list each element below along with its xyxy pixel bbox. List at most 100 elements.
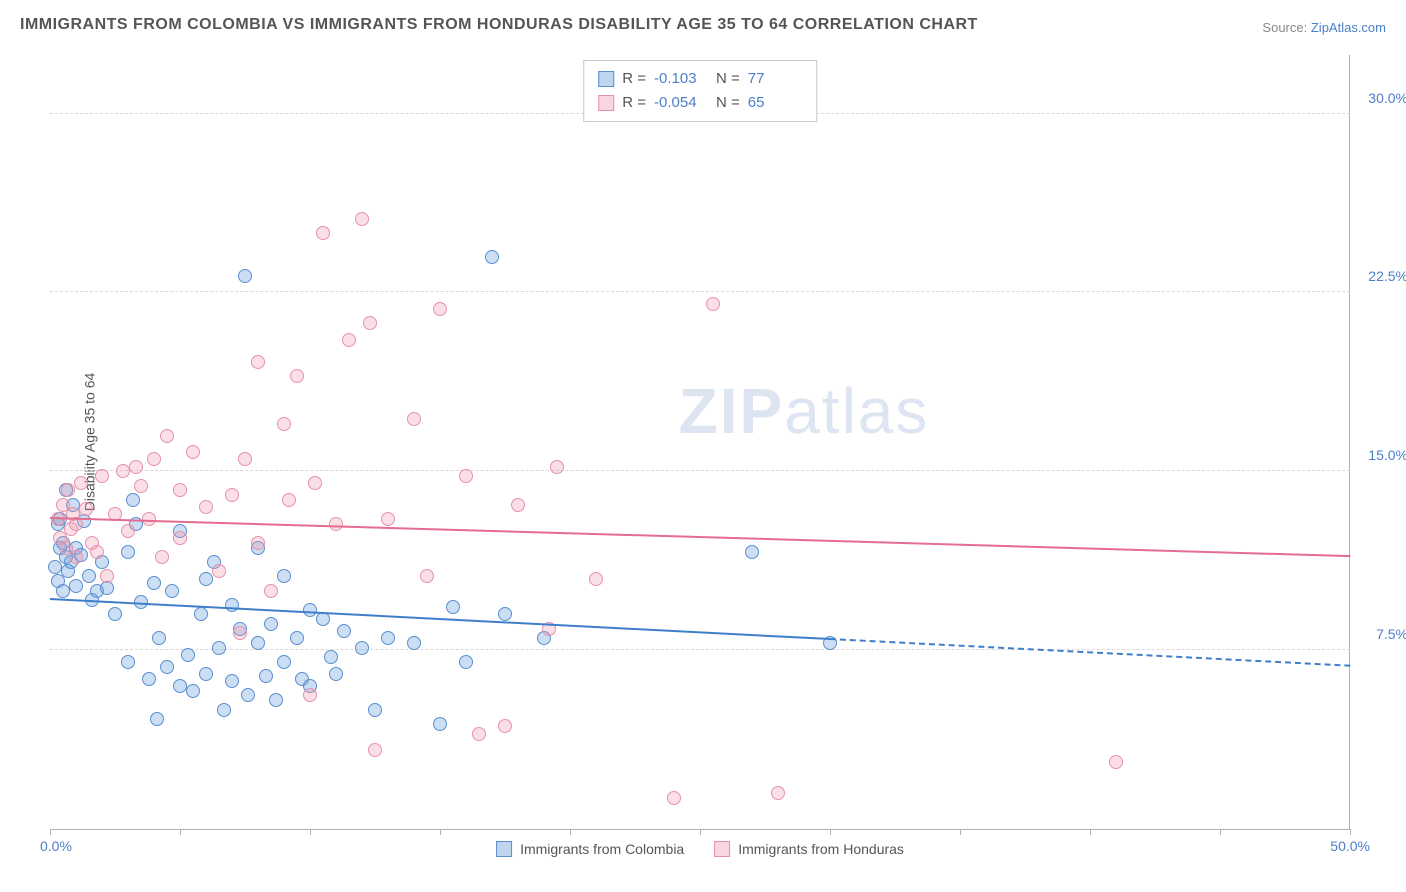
watermark: ZIPatlas: [679, 374, 930, 448]
data-point: [277, 569, 291, 583]
data-point: [381, 631, 395, 645]
data-point: [407, 412, 421, 426]
data-point: [212, 564, 226, 578]
source-link[interactable]: ZipAtlas.com: [1311, 20, 1386, 35]
data-point: [134, 479, 148, 493]
data-point: [225, 598, 239, 612]
data-point: [194, 607, 208, 621]
data-point: [56, 584, 70, 598]
data-point: [498, 719, 512, 733]
data-point: [550, 460, 564, 474]
data-point: [199, 500, 213, 514]
data-point: [277, 417, 291, 431]
grid-line: [50, 291, 1350, 292]
data-point: [308, 476, 322, 490]
data-point: [108, 607, 122, 621]
data-point: [446, 600, 460, 614]
r-value-honduras: -0.054: [654, 91, 708, 115]
data-point: [290, 631, 304, 645]
data-point: [342, 333, 356, 347]
y-tick-label: 15.0%: [1368, 447, 1406, 463]
source-label: Source:: [1262, 20, 1307, 35]
data-point: [459, 655, 473, 669]
n-label: N =: [716, 67, 740, 91]
data-point: [472, 727, 486, 741]
data-point: [324, 650, 338, 664]
legend-item-colombia: Immigrants from Colombia: [496, 841, 684, 857]
data-point: [199, 572, 213, 586]
data-point: [142, 672, 156, 686]
x-tick: [1350, 829, 1351, 835]
data-point: [277, 655, 291, 669]
data-point: [100, 581, 114, 595]
data-point: [355, 641, 369, 655]
data-point: [155, 550, 169, 564]
data-point: [329, 667, 343, 681]
x-tick: [1090, 829, 1091, 835]
grid-line: [50, 470, 1350, 471]
data-point: [186, 684, 200, 698]
data-point: [706, 297, 720, 311]
data-point: [147, 452, 161, 466]
data-point: [173, 679, 187, 693]
legend-item-honduras: Immigrants from Honduras: [714, 841, 904, 857]
data-point: [355, 212, 369, 226]
data-point: [498, 607, 512, 621]
x-tick: [570, 829, 571, 835]
x-tick: [50, 829, 51, 835]
data-point: [259, 669, 273, 683]
data-point: [160, 660, 174, 674]
data-point: [368, 703, 382, 717]
data-point: [181, 648, 195, 662]
y-tick-label: 30.0%: [1368, 90, 1406, 106]
data-point: [337, 624, 351, 638]
correlation-legend: R = -0.103 N = 77 R = -0.054 N = 65: [583, 60, 817, 122]
x-tick: [700, 829, 701, 835]
data-point: [368, 743, 382, 757]
data-point: [282, 493, 296, 507]
data-point: [160, 429, 174, 443]
data-point: [121, 655, 135, 669]
x-axis-max-label: 50.0%: [1330, 838, 1370, 854]
data-point: [225, 488, 239, 502]
x-tick: [310, 829, 311, 835]
data-point: [233, 626, 247, 640]
data-point: [165, 584, 179, 598]
r-label: R =: [622, 67, 646, 91]
data-point: [407, 636, 421, 650]
legend-row-honduras: R = -0.054 N = 65: [598, 91, 802, 115]
data-point: [217, 703, 231, 717]
n-value-honduras: 65: [748, 91, 802, 115]
data-point: [150, 712, 164, 726]
data-point: [667, 791, 681, 805]
series-legend: Immigrants from Colombia Immigrants from…: [496, 841, 904, 857]
legend-label-honduras: Immigrants from Honduras: [738, 841, 904, 857]
grid-line: [50, 649, 1350, 650]
x-tick: [180, 829, 181, 835]
n-value-colombia: 77: [748, 67, 802, 91]
scatter-plot: Disability Age 35 to 64 ZIPatlas R = -0.…: [50, 55, 1350, 830]
swatch-blue-icon: [496, 841, 512, 857]
data-point: [129, 460, 143, 474]
chart-title: IMMIGRANTS FROM COLOMBIA VS IMMIGRANTS F…: [20, 16, 978, 34]
data-point: [90, 545, 104, 559]
data-point: [363, 316, 377, 330]
trend-line: [50, 517, 1350, 557]
data-point: [1109, 755, 1123, 769]
data-point: [186, 445, 200, 459]
x-tick: [830, 829, 831, 835]
x-tick: [1220, 829, 1221, 835]
data-point: [381, 512, 395, 526]
data-point: [238, 269, 252, 283]
data-point: [61, 483, 75, 497]
legend-label-colombia: Immigrants from Colombia: [520, 841, 684, 857]
data-point: [225, 674, 239, 688]
data-point: [212, 641, 226, 655]
data-point: [745, 545, 759, 559]
data-point: [459, 469, 473, 483]
y-tick-label: 7.5%: [1376, 626, 1406, 642]
data-point: [264, 617, 278, 631]
data-point: [121, 545, 135, 559]
data-point: [121, 524, 135, 538]
x-tick: [960, 829, 961, 835]
